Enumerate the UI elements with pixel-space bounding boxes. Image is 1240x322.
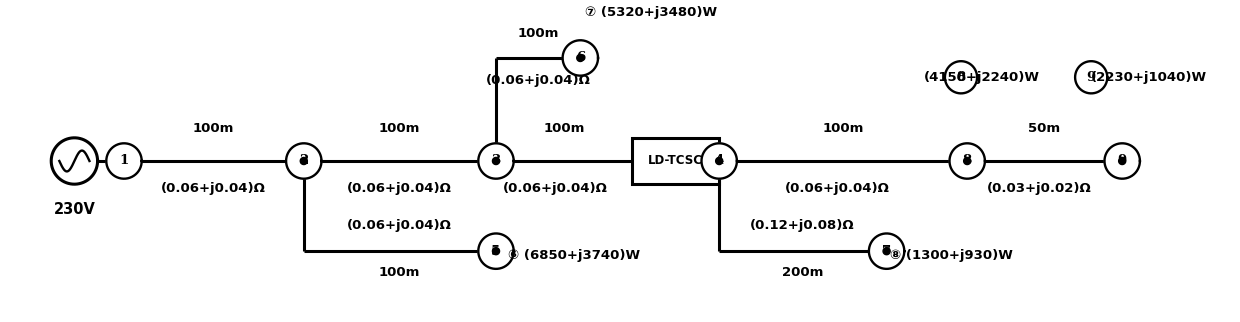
Polygon shape [492, 157, 500, 165]
Text: 50m: 50m [1028, 122, 1060, 135]
Text: ⑧ (1300+j930)W: ⑧ (1300+j930)W [890, 250, 1013, 262]
Polygon shape [963, 157, 971, 165]
Polygon shape [577, 54, 584, 62]
Text: (0.06+j0.04)Ω: (0.06+j0.04)Ω [785, 182, 889, 195]
Text: 100m: 100m [543, 122, 585, 135]
Text: (0.12+j0.08)Ω: (0.12+j0.08)Ω [750, 219, 854, 232]
Text: (0.06+j0.04)Ω: (0.06+j0.04)Ω [486, 74, 590, 87]
Text: (0.06+j0.04)Ω: (0.06+j0.04)Ω [347, 182, 451, 195]
Polygon shape [1118, 157, 1126, 165]
Text: 9: 9 [1117, 155, 1127, 167]
Text: (4150+j2240)W: (4150+j2240)W [924, 71, 1040, 84]
Text: 100m: 100m [378, 266, 420, 279]
Text: 100m: 100m [378, 122, 420, 135]
Text: 8: 8 [956, 71, 966, 84]
Polygon shape [492, 248, 500, 255]
Polygon shape [479, 143, 513, 179]
Polygon shape [51, 138, 98, 184]
Text: (2230+j1040)W: (2230+j1040)W [1091, 71, 1208, 84]
Polygon shape [883, 248, 890, 255]
Text: 6: 6 [575, 52, 585, 64]
Text: 2: 2 [299, 155, 309, 167]
Text: 8: 8 [962, 155, 972, 167]
Text: ⑥ (6850+j3740)W: ⑥ (6850+j3740)W [508, 250, 641, 262]
Text: 230V: 230V [53, 202, 95, 217]
Polygon shape [715, 157, 723, 165]
Text: 7: 7 [882, 245, 892, 258]
Text: 100m: 100m [822, 122, 864, 135]
Text: 5: 5 [491, 245, 501, 258]
Polygon shape [869, 233, 904, 269]
Text: (0.06+j0.04)Ω: (0.06+j0.04)Ω [347, 219, 451, 232]
Text: ⑦ (5320+j3480)W: ⑦ (5320+j3480)W [585, 6, 718, 19]
Text: (0.03+j0.02)Ω: (0.03+j0.02)Ω [987, 182, 1091, 195]
Polygon shape [286, 143, 321, 179]
Text: 3: 3 [491, 155, 501, 167]
Text: 100m: 100m [192, 122, 234, 135]
Polygon shape [1105, 143, 1140, 179]
Polygon shape [563, 40, 598, 76]
Polygon shape [1075, 61, 1107, 93]
Polygon shape [702, 143, 737, 179]
Polygon shape [300, 157, 308, 165]
Text: 200m: 200m [781, 266, 823, 279]
Text: 4: 4 [714, 155, 724, 167]
Polygon shape [950, 143, 985, 179]
Text: LD-TCSC: LD-TCSC [649, 155, 703, 167]
Text: (0.06+j0.04)Ω: (0.06+j0.04)Ω [161, 182, 265, 195]
Text: 1: 1 [119, 155, 129, 167]
Polygon shape [945, 61, 977, 93]
Polygon shape [479, 233, 513, 269]
FancyBboxPatch shape [632, 138, 719, 184]
Text: 9: 9 [1086, 71, 1096, 84]
Text: (0.06+j0.04)Ω: (0.06+j0.04)Ω [503, 182, 608, 195]
Text: 100m: 100m [517, 27, 559, 40]
Polygon shape [107, 143, 141, 179]
